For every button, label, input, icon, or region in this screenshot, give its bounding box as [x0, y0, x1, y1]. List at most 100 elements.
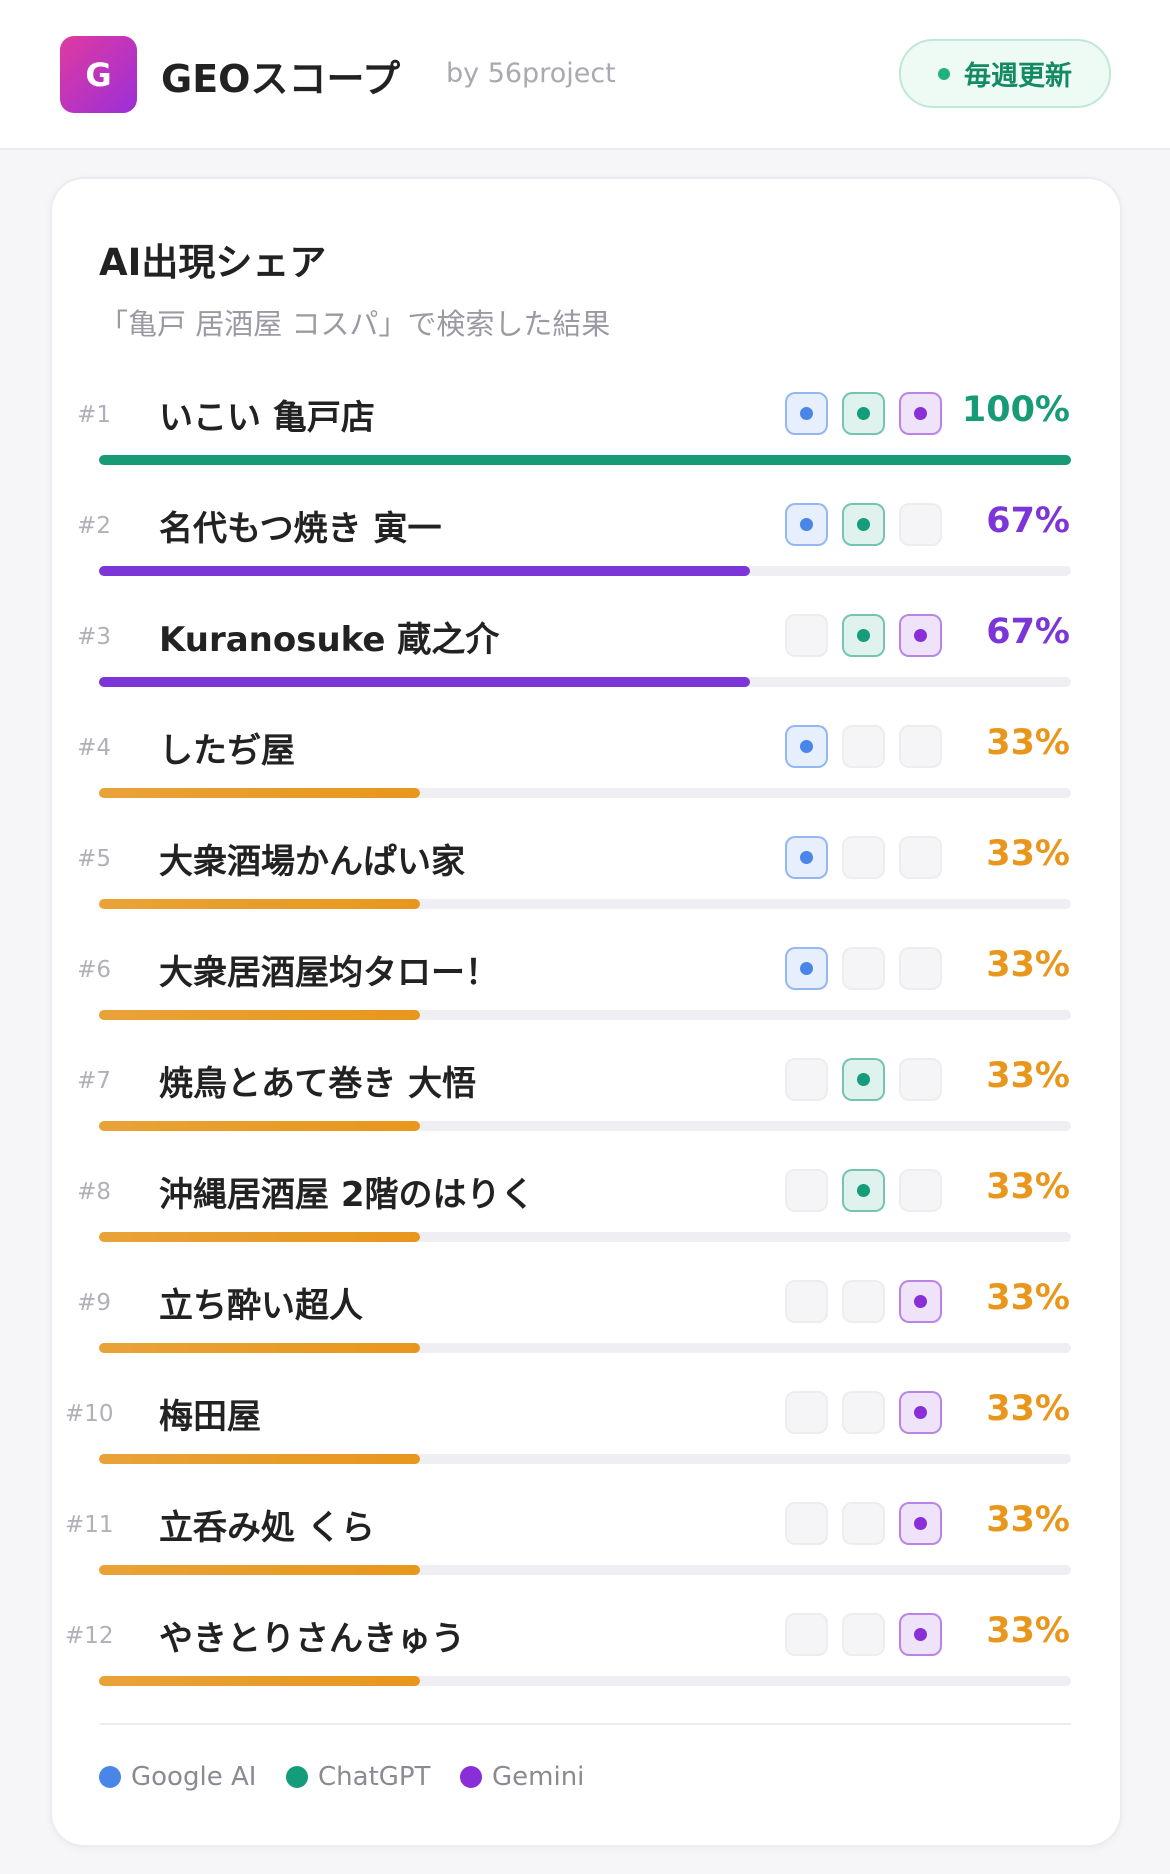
share-percent: 33%	[986, 723, 1070, 763]
source-indicator	[785, 614, 828, 657]
source-indicator	[842, 947, 885, 990]
restaurant-name: 焼鳥とあて巻き 大悟	[159, 1064, 477, 1104]
share-bar	[99, 1454, 420, 1464]
share-percent: 100%	[961, 390, 1070, 430]
source-indicator	[785, 836, 828, 879]
legend-item: Google AI	[99, 1762, 256, 1792]
legend-dot	[460, 1766, 482, 1788]
bar-track	[99, 1232, 1071, 1242]
source-dot	[800, 518, 813, 531]
source-indicator	[899, 836, 942, 879]
source-dot	[857, 629, 870, 642]
divider	[99, 1723, 1071, 1725]
restaurant-name: 立呑み処 くら	[159, 1508, 375, 1548]
legend-item: Gemini	[460, 1762, 584, 1792]
source-indicator	[899, 503, 942, 546]
share-bar	[99, 1343, 420, 1353]
source-indicator	[899, 947, 942, 990]
source-dot	[800, 407, 813, 420]
rank: #11	[65, 1512, 114, 1538]
share-percent: 33%	[986, 945, 1070, 985]
share-bar	[99, 455, 1071, 465]
source-indicator	[785, 1058, 828, 1101]
share-percent: 33%	[986, 1167, 1070, 1207]
bar-track	[99, 788, 1071, 798]
rank: #12	[65, 1623, 114, 1649]
source-indicator	[842, 1169, 885, 1212]
source-indicator	[899, 614, 942, 657]
source-dot	[800, 740, 813, 753]
source-indicator	[842, 392, 885, 435]
restaurant-name: いこい 亀戸店	[159, 398, 375, 438]
source-indicator	[785, 1391, 828, 1434]
source-indicator	[842, 836, 885, 879]
rank: #10	[65, 1401, 114, 1427]
legend-label: ChatGPT	[318, 1762, 431, 1792]
legend-item: ChatGPT	[286, 1762, 430, 1792]
share-bar	[99, 899, 420, 909]
source-indicator	[842, 1058, 885, 1101]
source-dot	[800, 962, 813, 975]
source-indicator	[842, 1613, 885, 1656]
bar-track	[99, 1565, 1071, 1575]
restaurant-name: 名代もつ焼き 寅一	[159, 509, 442, 549]
source-indicator	[785, 1280, 828, 1323]
source-dot	[914, 1517, 927, 1530]
restaurant-name: 立ち酔い超人	[159, 1286, 363, 1326]
source-indicator	[785, 392, 828, 435]
source-dot	[914, 1295, 927, 1308]
share-percent: 33%	[986, 1389, 1070, 1429]
share-percent: 67%	[986, 501, 1070, 541]
rank: #4	[77, 735, 111, 761]
share-percent: 33%	[986, 1500, 1070, 1540]
source-indicator	[842, 503, 885, 546]
restaurant-name: 沖縄居酒屋 2階のはりく	[159, 1175, 535, 1215]
bar-track	[99, 1676, 1071, 1686]
rank: #9	[77, 1290, 111, 1316]
logo[interactable]: G	[60, 36, 137, 113]
source-indicator	[785, 1613, 828, 1656]
source-indicator	[899, 1391, 942, 1434]
source-dot	[914, 1628, 927, 1641]
bar-track	[99, 899, 1071, 909]
badge-text: 毎週更新	[964, 61, 1072, 92]
share-bar	[99, 566, 751, 576]
legend-label: Google AI	[131, 1762, 257, 1792]
source-dot	[914, 1406, 927, 1419]
byline: by 56project	[446, 58, 616, 89]
share-bar	[99, 788, 420, 798]
share-percent: 33%	[986, 834, 1070, 874]
legend-label: Gemini	[492, 1762, 585, 1792]
rank: #7	[77, 1068, 111, 1094]
share-bar	[99, 677, 751, 687]
share-bar	[99, 1121, 420, 1131]
rank: #1	[77, 402, 111, 428]
legend-dot	[99, 1766, 121, 1788]
share-bar	[99, 1676, 420, 1686]
source-indicator	[899, 1058, 942, 1101]
source-indicator	[842, 725, 885, 768]
source-indicator	[899, 1280, 942, 1323]
source-indicator	[785, 1502, 828, 1545]
source-indicator	[899, 392, 942, 435]
bar-track	[99, 1121, 1071, 1131]
bar-track	[99, 1454, 1071, 1464]
app-title: GEOスコープ	[161, 57, 401, 101]
share-bar	[99, 1232, 420, 1242]
restaurant-name: 梅田屋	[159, 1397, 261, 1437]
source-dot	[914, 629, 927, 642]
card-title: AI出現シェア	[99, 241, 327, 284]
bar-track	[99, 1343, 1071, 1353]
source-indicator	[899, 725, 942, 768]
share-percent: 33%	[986, 1611, 1070, 1651]
source-dot	[857, 407, 870, 420]
share-percent: 33%	[986, 1056, 1070, 1096]
restaurant-name: したぢ屋	[159, 731, 295, 771]
rank: #6	[77, 957, 111, 983]
badge-dot	[938, 67, 950, 80]
rank: #2	[77, 513, 111, 539]
source-indicator	[842, 614, 885, 657]
source-indicator	[842, 1280, 885, 1323]
source-indicator	[899, 1613, 942, 1656]
source-dot	[857, 1184, 870, 1197]
